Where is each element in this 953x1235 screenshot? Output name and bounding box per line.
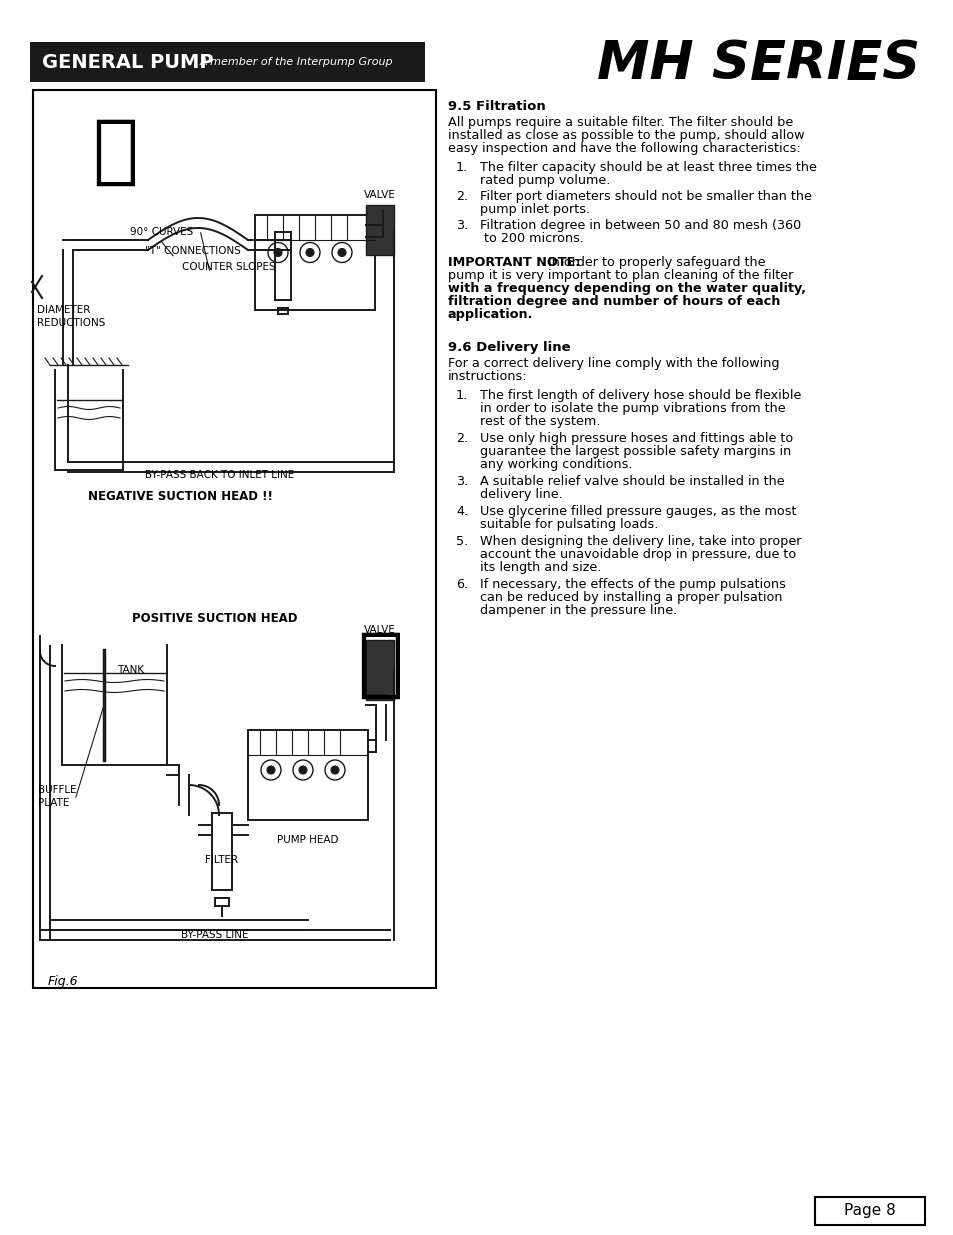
Bar (814, 1197, 924, 1225)
Text: delivery line.: delivery line. (479, 488, 562, 501)
Text: 2.: 2. (456, 190, 468, 203)
Text: with a frequency depending on the water quality,: with a frequency depending on the water … (448, 282, 805, 295)
Text: Page 8: Page 8 (843, 1203, 895, 1219)
Text: If necessary, the effects of the pump pulsations: If necessary, the effects of the pump pu… (479, 578, 785, 592)
Text: 👍: 👍 (356, 629, 402, 701)
Text: 2.: 2. (456, 432, 468, 445)
Text: BY-PASS LINE: BY-PASS LINE (181, 930, 249, 940)
Bar (33, 90, 436, 988)
Text: easy inspection and have the following characteristics:: easy inspection and have the following c… (448, 142, 800, 156)
Text: in order to isolate the pump vibrations from the: in order to isolate the pump vibrations … (479, 403, 785, 415)
Text: account the unavoidable drop in pressure, due to: account the unavoidable drop in pressure… (479, 548, 796, 561)
Text: DIAMETER: DIAMETER (37, 305, 91, 315)
Text: IMPORTANT NOTE:: IMPORTANT NOTE: (448, 256, 579, 269)
Text: guarantee the largest possible safety margins in: guarantee the largest possible safety ma… (479, 445, 790, 458)
Text: PLATE: PLATE (38, 798, 70, 808)
Text: A suitable relief valve should be installed in the: A suitable relief valve should be instal… (479, 475, 783, 488)
Text: MH SERIES: MH SERIES (597, 38, 919, 90)
Text: 9.6 Delivery line: 9.6 Delivery line (448, 341, 570, 354)
Text: rest of the system.: rest of the system. (479, 415, 599, 429)
Text: All pumps require a suitable filter. The filter should be: All pumps require a suitable filter. The… (448, 116, 792, 128)
Text: 1.: 1. (456, 161, 468, 174)
Text: application.: application. (448, 308, 533, 321)
Text: In order to properly safeguard the: In order to properly safeguard the (543, 256, 764, 269)
Text: suitable for pulsating loads.: suitable for pulsating loads. (479, 517, 658, 531)
Text: NEGATIVE SUCTION HEAD !!: NEGATIVE SUCTION HEAD !! (88, 489, 273, 503)
Text: 5.: 5. (456, 535, 468, 548)
Text: Filtration degree in between 50 and 80 mesh (360: Filtration degree in between 50 and 80 m… (479, 219, 801, 232)
Text: 6.: 6. (456, 578, 468, 592)
Circle shape (337, 248, 346, 257)
Text: rated pump volume.: rated pump volume. (479, 174, 610, 186)
Text: dampener in the pressure line.: dampener in the pressure line. (479, 604, 677, 618)
Text: A member of the Interpump Group: A member of the Interpump Group (200, 57, 394, 67)
Text: to 200 microns.: to 200 microns. (479, 232, 583, 245)
Circle shape (331, 766, 338, 774)
Text: For a correct delivery line comply with the following: For a correct delivery line comply with … (448, 357, 779, 370)
Text: When designing the delivery line, take into proper: When designing the delivery line, take i… (479, 535, 801, 548)
Text: 4.: 4. (456, 505, 468, 517)
Text: 3.: 3. (456, 475, 468, 488)
Bar (248, 730, 368, 820)
Text: REDUCTIONS: REDUCTIONS (37, 317, 105, 329)
Text: 9.5 Filtration: 9.5 Filtration (448, 100, 545, 112)
Text: 1.: 1. (456, 389, 468, 403)
Text: The first length of delivery hose should be flexible: The first length of delivery hose should… (479, 389, 801, 403)
Text: instructions:: instructions: (448, 370, 527, 383)
Text: VALVE: VALVE (364, 190, 395, 200)
Text: Use only high pressure hoses and fittings able to: Use only high pressure hoses and fitting… (479, 432, 792, 445)
Text: Use glycerine filled pressure gauges, as the most: Use glycerine filled pressure gauges, as… (479, 505, 796, 517)
Text: PUMP HEAD: PUMP HEAD (277, 835, 338, 845)
Text: BY-PASS BACK TO INLET LINE: BY-PASS BACK TO INLET LINE (145, 471, 294, 480)
Bar (366, 640, 394, 700)
Circle shape (267, 766, 274, 774)
Text: 👎: 👎 (92, 115, 138, 189)
Text: installed as close as possible to the pump, should allow: installed as close as possible to the pu… (448, 128, 803, 142)
Text: TANK: TANK (117, 664, 144, 676)
Text: Fig.6: Fig.6 (48, 976, 78, 988)
Text: VALVE: VALVE (364, 625, 395, 635)
Text: Filter port diameters should not be smaller than the: Filter port diameters should not be smal… (479, 190, 811, 203)
Text: can be reduced by installing a proper pulsation: can be reduced by installing a proper pu… (479, 592, 781, 604)
Bar (366, 205, 394, 254)
Bar (30, 42, 424, 82)
Text: 3.: 3. (456, 219, 468, 232)
Circle shape (306, 248, 314, 257)
Text: The filter capacity should be at least three times the: The filter capacity should be at least t… (479, 161, 816, 174)
Text: BUFFLE: BUFFLE (38, 785, 76, 795)
Text: "T" CONNECTIONS: "T" CONNECTIONS (145, 246, 240, 256)
Circle shape (274, 248, 282, 257)
Text: FILTER: FILTER (205, 855, 238, 864)
Text: COUNTER SLOPES: COUNTER SLOPES (182, 262, 275, 272)
Bar (254, 215, 375, 310)
Circle shape (298, 766, 307, 774)
Text: its length and size.: its length and size. (479, 561, 600, 574)
Text: 90° CURVES: 90° CURVES (130, 227, 193, 237)
Text: POSITIVE SUCTION HEAD: POSITIVE SUCTION HEAD (132, 611, 297, 625)
Text: any working conditions.: any working conditions. (479, 458, 632, 471)
Text: pump inlet ports.: pump inlet ports. (479, 203, 590, 216)
Text: GENERAL PUMP: GENERAL PUMP (42, 53, 213, 72)
Text: filtration degree and number of hours of each: filtration degree and number of hours of… (448, 295, 780, 308)
Text: pump it is very important to plan cleaning of the filter: pump it is very important to plan cleani… (448, 269, 793, 282)
